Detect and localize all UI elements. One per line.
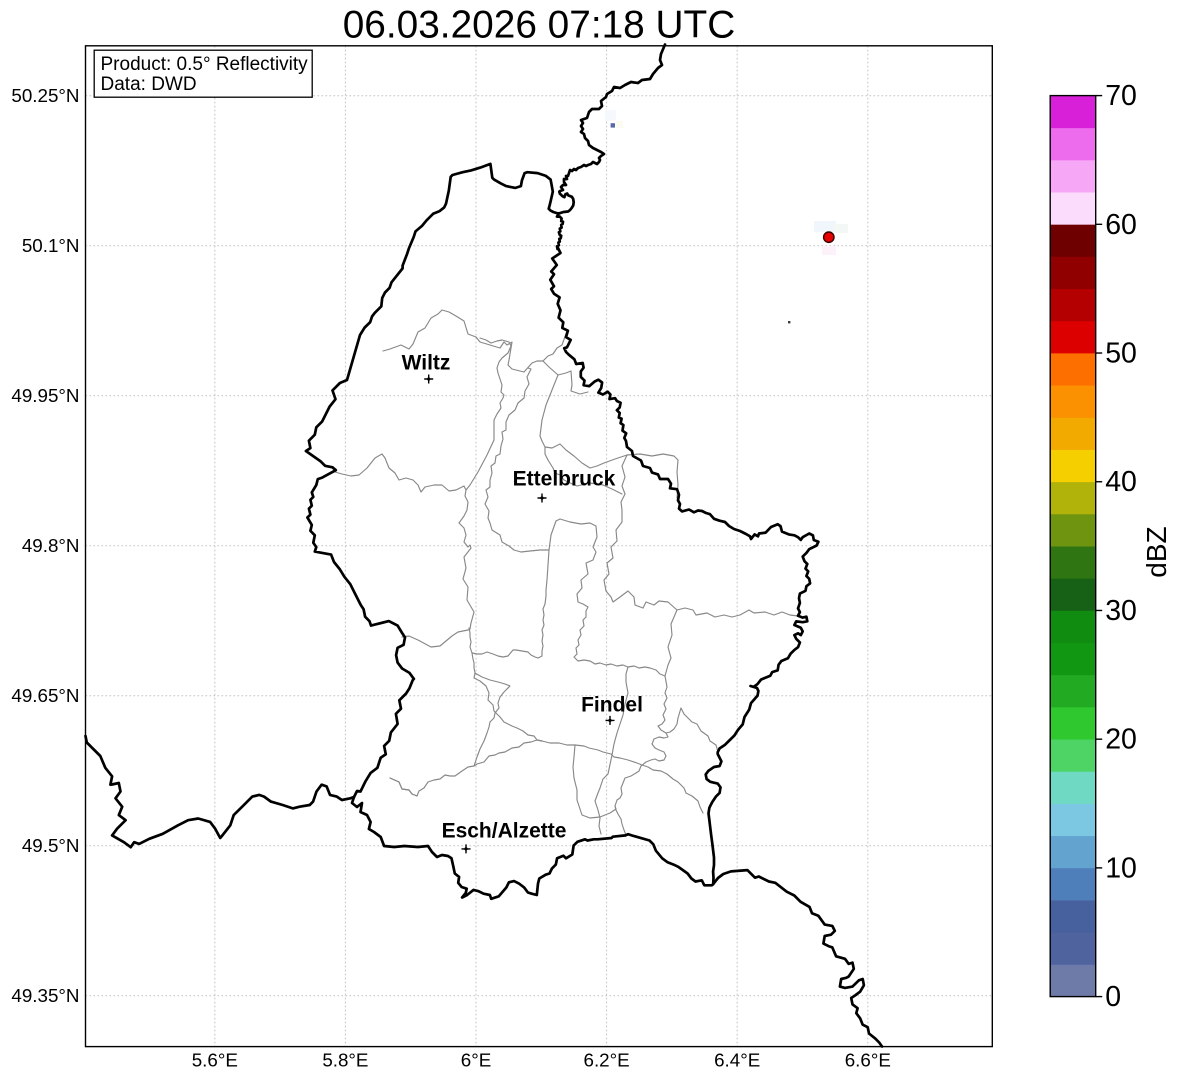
svg-text:5.6°E: 5.6°E [192, 1050, 238, 1071]
svg-text:49.8°N: 49.8°N [22, 535, 80, 556]
svg-text:Data: DWD: Data: DWD [101, 74, 197, 95]
svg-text:50.25°N: 50.25°N [11, 85, 79, 106]
svg-text:20: 20 [1105, 724, 1137, 756]
svg-text:49.35°N: 49.35°N [11, 985, 79, 1006]
svg-text:60: 60 [1105, 209, 1137, 241]
svg-text:49.5°N: 49.5°N [22, 835, 80, 856]
svg-text:Esch/Alzette: Esch/Alzette [442, 820, 567, 843]
svg-text:49.65°N: 49.65°N [11, 685, 79, 706]
svg-text:50: 50 [1105, 338, 1137, 370]
svg-text:5.8°E: 5.8°E [322, 1050, 368, 1071]
svg-text:0: 0 [1105, 981, 1121, 1013]
svg-text:50.1°N: 50.1°N [22, 235, 80, 256]
svg-text:06.03.2026 07:18 UTC: 06.03.2026 07:18 UTC [343, 4, 736, 47]
svg-text:dBZ: dBZ [1141, 526, 1172, 577]
svg-text:6.2°E: 6.2°E [584, 1050, 630, 1071]
svg-text:6.6°E: 6.6°E [845, 1050, 891, 1071]
svg-text:30: 30 [1105, 595, 1137, 627]
svg-text:10: 10 [1105, 852, 1137, 884]
svg-text:49.95°N: 49.95°N [11, 385, 79, 406]
svg-text:40: 40 [1105, 466, 1137, 498]
svg-text:Findel: Findel [581, 694, 643, 717]
svg-text:Ettelbruck: Ettelbruck [513, 468, 616, 491]
svg-text:6°E: 6°E [461, 1050, 491, 1071]
svg-text:Wiltz: Wiltz [402, 351, 451, 374]
svg-text:6.4°E: 6.4°E [714, 1050, 760, 1071]
svg-text:70: 70 [1105, 80, 1137, 112]
svg-text:Product: 0.5° Reflectivity: Product: 0.5° Reflectivity [101, 54, 309, 75]
